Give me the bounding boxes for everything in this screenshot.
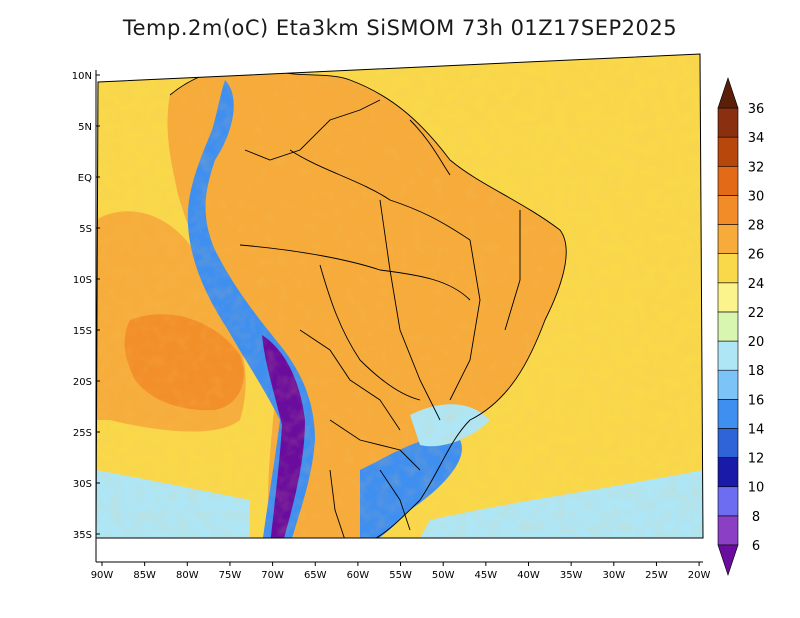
colorbar-segment: [717, 311, 739, 342]
latitude-ticks: 10N 5N EQ 5S 10S 15S 20S 25S 30S 35S: [72, 71, 100, 541]
colorbar-label: 8: [752, 510, 760, 525]
lon-tick-label: 70W: [261, 570, 284, 581]
political-borders: [169, 66, 567, 538]
lat-tick-label: 30S: [73, 479, 92, 490]
lon-tick-label: 65W: [304, 570, 327, 581]
lon-tick-label: 40W: [517, 570, 540, 581]
field-texture: [96, 54, 703, 538]
lat-tick-label: 5S: [79, 224, 92, 235]
lat-tick-label: 25S: [73, 428, 92, 439]
colorbar-label: 10: [748, 481, 765, 496]
colorbar-label: 16: [748, 393, 765, 408]
colorbar-label: 12: [748, 452, 765, 467]
lon-tick-label: 30W: [602, 570, 625, 581]
colorbar-segment: [717, 515, 739, 546]
colorbar-segment: [717, 224, 739, 254]
lon-tick-label: 45W: [475, 570, 498, 581]
colorbar-arrow-low: [717, 544, 739, 576]
colorbar-segment: [717, 195, 739, 225]
colorbar-arrow-high: [717, 77, 739, 109]
page-title: Temp.2m(oC) Eta3km SiSMOM 73h 01Z17SEP20…: [122, 16, 678, 40]
lat-tick-label: 10S: [73, 275, 92, 286]
colorbar-label: 18: [748, 364, 765, 379]
colorbar-label: 36: [748, 102, 765, 117]
lon-tick-label: 90W: [91, 570, 114, 581]
colorbar-segment: [717, 457, 739, 488]
colorbar-label: 22: [748, 306, 765, 321]
colorbar-label: 20: [748, 335, 765, 350]
temperature-field: [96, 54, 703, 538]
lon-tick-label: 55W: [389, 570, 412, 581]
lon-tick-label: 85W: [133, 570, 156, 581]
lat-tick-label: EQ: [78, 173, 92, 184]
lon-tick-label: 60W: [347, 570, 370, 581]
map-frame: [95, 53, 704, 539]
lat-tick-label: 15S: [73, 326, 92, 337]
colorbar-segment: [717, 136, 739, 167]
lon-tick-label: 25W: [645, 570, 668, 581]
colorbar-segment: [717, 428, 739, 458]
lat-tick-label: 35S: [73, 530, 92, 541]
colorbar-segment: [717, 107, 739, 138]
longitude-ticks: 90W 85W 80W 75W 70W 65W 60W 55W 50W 45W 40W 35W 30W 2…: [91, 562, 711, 581]
colorbar-segment: [717, 340, 739, 371]
colorbar-label: 14: [748, 422, 765, 437]
colorbar-label: 28: [748, 219, 765, 234]
colorbar-segment: [717, 165, 739, 196]
colorbar-label: 34: [748, 131, 765, 146]
colorbar-segment: [717, 282, 739, 313]
lon-tick-label: 35W: [560, 570, 583, 581]
lon-tick-label: 75W: [219, 570, 242, 581]
colorbar-label: 26: [748, 248, 765, 263]
lat-tick-label: 10N: [72, 71, 92, 82]
colorbar-segment: [717, 399, 739, 429]
colorbar-label: 30: [748, 189, 765, 204]
colorbar-label: 32: [748, 160, 765, 175]
colorbar-label: 6: [752, 539, 760, 554]
lat-tick-label: 5N: [78, 122, 92, 133]
colorbar-segment: [717, 253, 739, 284]
lon-tick-label: 50W: [432, 570, 455, 581]
lon-tick-label: 20W: [688, 570, 711, 581]
colorbar: 6 8 10 12 14 16 18 20 22 24 26 28 30 32 34 36: [717, 77, 765, 576]
colorbar-segment: [717, 486, 739, 517]
colorbar-label: 24: [748, 277, 765, 292]
lon-tick-label: 80W: [176, 570, 199, 581]
colorbar-segment: [717, 369, 739, 400]
lat-tick-label: 20S: [73, 377, 92, 388]
